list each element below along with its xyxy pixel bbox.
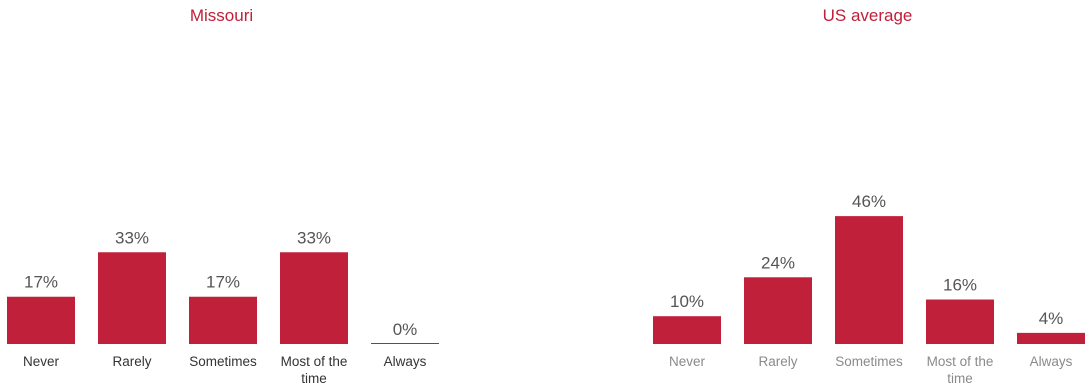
bar-never	[653, 316, 721, 344]
category-label: Always	[384, 354, 427, 369]
chart-title: Missouri	[189, 6, 254, 25]
value-label: 46%	[852, 192, 886, 211]
bar-rarely	[98, 252, 166, 344]
bar-chart-missouri: 17% Never 33% Rarely 17% Sometimes 33% Most of …	[7, 228, 439, 386]
value-label: 17%	[24, 273, 58, 292]
bar-sometimes	[189, 296, 257, 344]
value-label: 33%	[297, 228, 331, 247]
category-label: Most of the time	[927, 354, 994, 386]
category-label: Never	[669, 354, 706, 369]
category-label: Rarely	[112, 354, 151, 369]
bar-always	[1017, 332, 1085, 344]
category-label: Sometimes	[835, 354, 903, 369]
bar-chart-us-average: 10% Never 24% Rarely 46% Sometimes 16% Most of …	[653, 192, 1085, 386]
value-label: 4%	[1039, 309, 1064, 328]
value-label: 10%	[670, 292, 704, 311]
category-label: Sometimes	[189, 354, 257, 369]
value-label: 33%	[115, 228, 149, 247]
value-label: 17%	[206, 273, 240, 292]
chart-missouri: Missouri 17% Never 33% Rarely 17% Sometimes 33…	[0, 0, 443, 392]
chart-title: US average	[822, 6, 913, 25]
bar-most-of-the-time	[926, 299, 994, 344]
bar-never	[7, 296, 75, 344]
category-label: Always	[1030, 354, 1073, 369]
category-label: Most of the time	[281, 354, 348, 386]
value-label: 16%	[943, 276, 977, 295]
value-label: 0%	[393, 320, 418, 339]
category-label: Never	[23, 354, 60, 369]
bar-rarely	[744, 277, 812, 344]
category-label: Rarely	[758, 354, 797, 369]
chart-us-average: US average 10% Never 24% Rarely 46% Sometimes…	[646, 0, 1089, 392]
value-label: 24%	[761, 253, 795, 272]
bar-most-of-the-time	[280, 252, 348, 344]
bar-sometimes	[835, 216, 903, 344]
